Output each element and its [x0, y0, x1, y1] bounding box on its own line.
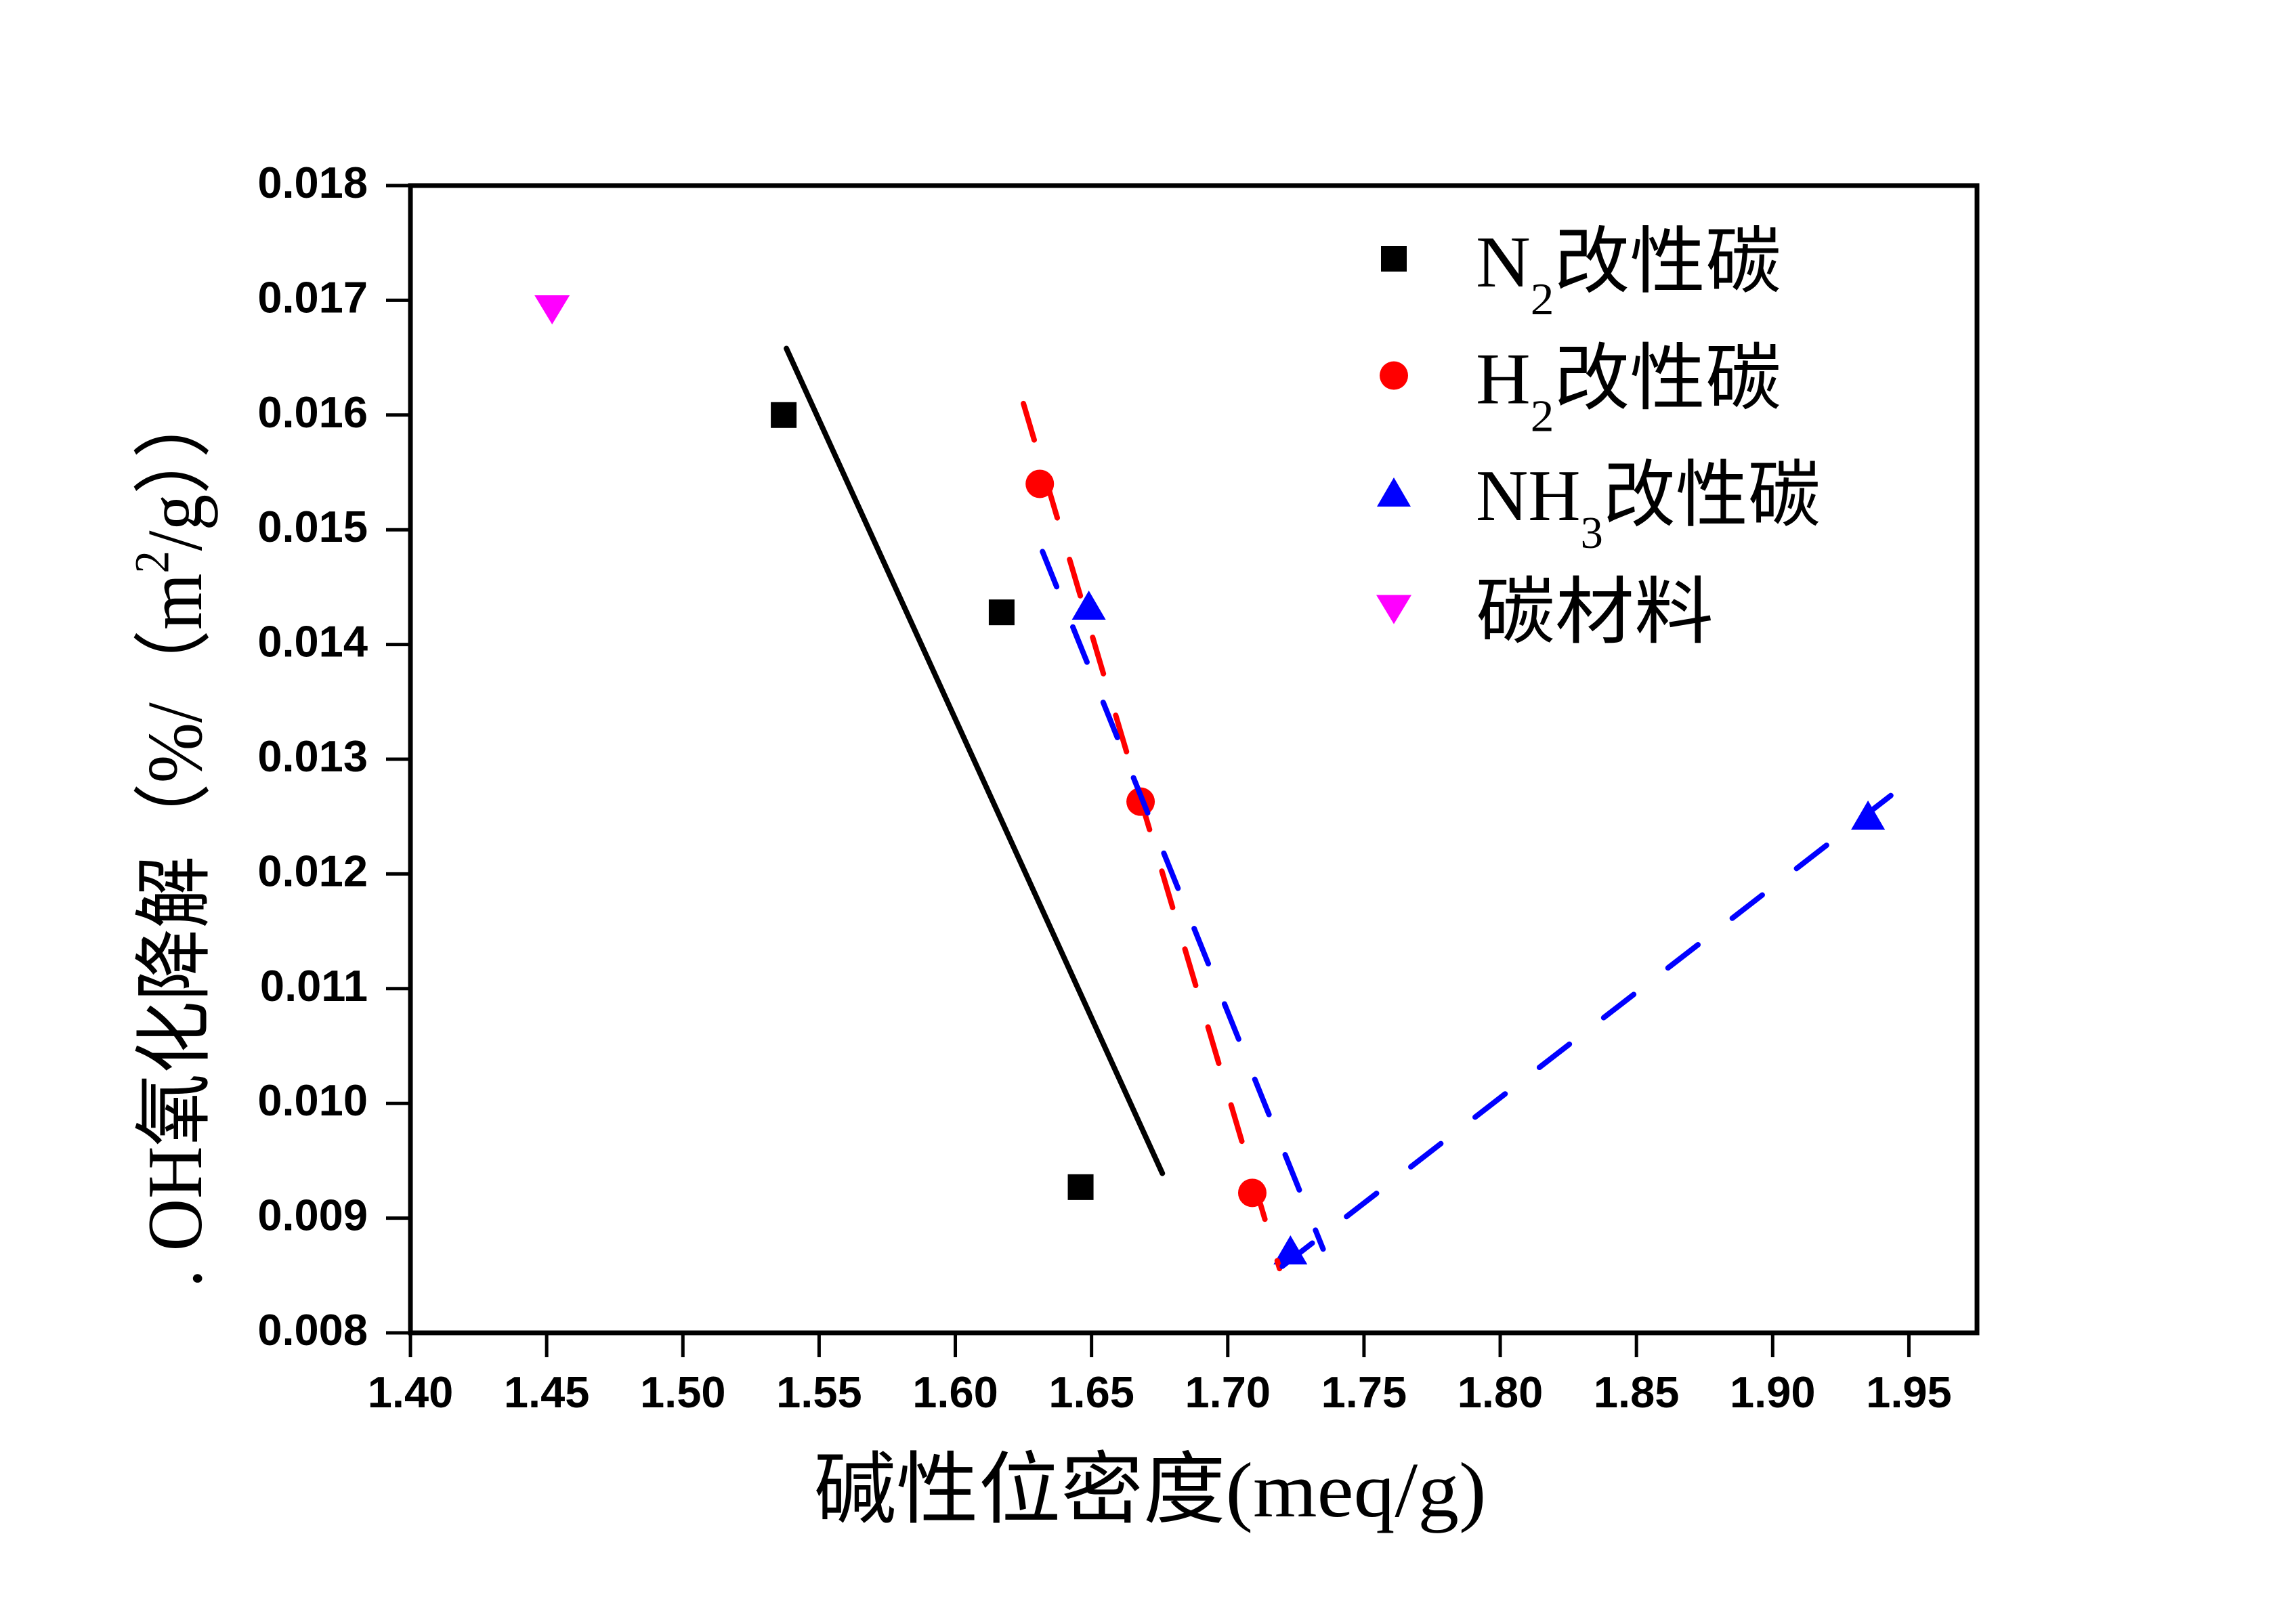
x-tick-label: 1.90 — [1730, 1367, 1816, 1417]
legend-item-carbon-material: 碳材料 — [1376, 573, 1714, 654]
legend-label: N2改性碳 — [1476, 222, 1781, 324]
legend-marker-circle — [1380, 361, 1408, 390]
trend-line-nh3-modified-carbon — [1279, 772, 1920, 1269]
x-tick-label: 1.45 — [504, 1367, 590, 1417]
data-point-nh3-modified-carbon — [1273, 1235, 1308, 1265]
x-tick-label: 1.50 — [640, 1367, 726, 1417]
x-tick-label: 1.75 — [1321, 1367, 1407, 1417]
subscript-text: 2 — [1531, 391, 1554, 442]
data-point-carbon-material — [534, 295, 570, 324]
x-tick-label: 1.95 — [1866, 1367, 1952, 1417]
y-tick-label: 0.016 — [257, 387, 368, 437]
legend-marker-triangle-up — [1377, 477, 1411, 507]
x-axis-ticks: 1.40 1.45 1.50 1.55 1.60 1.65 1.70 1.75 1.80 1.85… — [368, 1333, 1952, 1417]
legend-label: NH3改性碳 — [1476, 456, 1821, 558]
x-tick-label: 1.65 — [1048, 1367, 1134, 1417]
y-tick-label: 0.018 — [257, 158, 368, 207]
x-tick-label: 1.70 — [1185, 1367, 1271, 1417]
x-tick-label: 1.55 — [776, 1367, 862, 1417]
y-axis-ticks: 0.008 0.009 0.010 0.011 0.012 0.013 0.014 0.015… — [257, 158, 410, 1355]
data-point-nh3-modified-carbon — [1071, 591, 1106, 620]
data-point-n2-modified-carbon — [988, 599, 1015, 626]
subscript-text: 2 — [1531, 274, 1554, 324]
y-axis-title: . OH氧化降解（%/（m2/g）） — [125, 385, 219, 1287]
x-tick-label: 1.80 — [1458, 1367, 1544, 1417]
text-run: 改性碳 — [1554, 222, 1781, 303]
y-tick-label: 0.017 — [257, 272, 368, 322]
text-run: N — [1476, 222, 1531, 303]
legend-marker-triangle-down — [1376, 595, 1411, 624]
y-tick-label: 0.009 — [257, 1191, 368, 1240]
y-tick-label: 0.010 — [257, 1075, 368, 1125]
y-tick-label: 0.013 — [257, 731, 368, 781]
legend-marker-square — [1381, 246, 1407, 272]
trend-line-h2-modified-carbon — [1021, 400, 1283, 1272]
x-tick-label: 1.85 — [1594, 1367, 1680, 1417]
superscript-text: 2 — [125, 551, 179, 573]
y-tick-label: 0.015 — [257, 502, 368, 551]
y-tick-label: 0.011 — [260, 961, 368, 1010]
y-tick-label: 0.014 — [257, 617, 368, 666]
legend-label: H2改性碳 — [1476, 339, 1781, 442]
legend-item-n2-modified-carbon: N2改性碳 — [1381, 222, 1781, 324]
x-tick-label: 1.40 — [368, 1367, 454, 1417]
subscript-text: 3 — [1581, 508, 1603, 558]
data-point-n2-modified-carbon — [1067, 1174, 1094, 1200]
text-run: . OH氧化降解（%/（m — [132, 574, 219, 1287]
y-tick-label: 0.012 — [257, 846, 368, 895]
text-run: 改性碳 — [1603, 456, 1821, 536]
text-run: H — [1476, 339, 1531, 420]
series-n2-modified-carbon — [771, 402, 1094, 1200]
data-point-n2-modified-carbon — [771, 402, 797, 428]
y-tick-label: 0.008 — [257, 1305, 368, 1355]
text-run: /g）） — [132, 385, 219, 551]
series-carbon-material — [534, 295, 570, 324]
x-tick-label: 1.60 — [912, 1367, 998, 1417]
legend-item-nh3-modified-carbon: NH3改性碳 — [1377, 456, 1821, 558]
trend-lines — [784, 345, 1920, 1272]
legend-item-h2-modified-carbon: H2改性碳 — [1380, 339, 1781, 442]
trend-line-n2-modified-carbon — [784, 345, 1166, 1176]
x-axis-title: 碱性位密度(meq/g) — [814, 1447, 1487, 1534]
legend-label: 碳材料 — [1476, 573, 1714, 654]
text-run: NH — [1476, 456, 1581, 536]
text-run: 改性碳 — [1554, 339, 1781, 420]
